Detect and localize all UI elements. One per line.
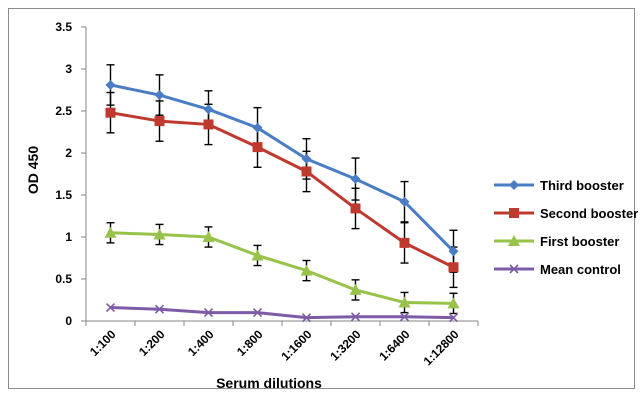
y-tick-label: 0.5 [55, 272, 72, 286]
series-line-2 [110, 231, 454, 305]
data-point-marker [105, 107, 116, 118]
y-tick-label: 1.5 [55, 188, 72, 202]
data-point-marker [399, 237, 410, 248]
data-point-marker [350, 203, 361, 214]
y-ticks: 0 0.5 1 1.5 2 2.5 3 3.5 [55, 20, 86, 328]
y-tick-label: 2.5 [55, 104, 72, 118]
series-lines [110, 83, 455, 320]
data-point-marker [252, 122, 263, 133]
x-tick-label: 1:6400 [376, 327, 413, 364]
x-tick-label: 1:800 [234, 327, 266, 359]
x-tick-label: 1:1600 [278, 327, 315, 364]
legend-marker [508, 235, 520, 246]
data-point-marker [154, 116, 165, 127]
data-point-marker [448, 262, 459, 273]
marker-stroke [154, 304, 165, 314]
x-tick-label: 1:12800 [421, 327, 462, 368]
data-point-marker [350, 174, 361, 185]
legend-label: First booster [540, 234, 619, 249]
marker-stroke [105, 302, 116, 313]
legend-label: Mean control [540, 262, 621, 277]
data-point-marker [203, 104, 214, 115]
y-tick-label: 0 [65, 314, 72, 328]
x-ticks: 1:100 1:200 1:400 1:800 1:1600 1:3200 1:6400 1:… [85, 321, 479, 368]
marker-stroke [301, 313, 312, 323]
data-point-marker [154, 304, 165, 314]
legend-marker [509, 264, 519, 274]
data-point-marker [448, 313, 459, 323]
data-point-marker [399, 196, 410, 207]
data-point-marker [252, 308, 263, 318]
data-point-marker [301, 166, 312, 177]
y-axis-title: OD 450 [25, 146, 41, 194]
marker-stroke [350, 312, 361, 322]
y-tick-label: 2 [65, 146, 72, 160]
data-point-marker [447, 297, 460, 309]
data-point-marker [153, 228, 166, 240]
data-point-marker [448, 246, 459, 257]
marker-stroke [252, 308, 263, 318]
error-bars [106, 64, 458, 315]
x-axis-title: Serum dilutions [216, 375, 322, 391]
data-point-marker [300, 264, 313, 276]
data-point-marker [349, 283, 362, 295]
data-point-marker [104, 226, 117, 238]
series-line-1 [110, 111, 455, 269]
data-point-marker [251, 249, 264, 261]
data-point-marker [105, 302, 116, 313]
axes [85, 27, 478, 322]
series-line-0 [110, 83, 455, 253]
data-point-marker [252, 142, 263, 153]
data-point-marker [398, 296, 411, 308]
legend: Third booster Second booster First booster… [494, 178, 638, 277]
marker-stroke [509, 264, 519, 274]
y-tick-label: 1 [65, 230, 72, 244]
x-tick-label: 1:100 [87, 327, 119, 359]
legend-label: Second booster [540, 206, 638, 221]
y-tick-label: 3 [65, 62, 72, 76]
data-point-marker [154, 90, 165, 101]
legend-marker [509, 208, 519, 218]
data-point-marker [105, 79, 116, 90]
series-markers [104, 79, 460, 323]
legend-label: Third booster [540, 178, 624, 193]
data-point-marker [203, 308, 214, 318]
x-tick-label: 1:400 [185, 327, 217, 359]
data-point-marker [350, 312, 361, 322]
data-point-marker [203, 119, 214, 130]
marker-stroke [399, 312, 410, 322]
data-point-marker [202, 231, 215, 242]
x-tick-label: 1:3200 [327, 327, 364, 364]
x-tick-label: 1:200 [136, 327, 168, 359]
data-point-marker [301, 313, 312, 323]
data-point-marker [399, 312, 410, 322]
marker-stroke [448, 313, 459, 323]
chart-frame [8, 8, 635, 389]
y-tick-label: 3.5 [55, 20, 72, 34]
series-line-3 [110, 306, 454, 320]
data-point-marker [301, 153, 312, 164]
legend-marker [509, 180, 519, 190]
marker-stroke [203, 308, 214, 318]
